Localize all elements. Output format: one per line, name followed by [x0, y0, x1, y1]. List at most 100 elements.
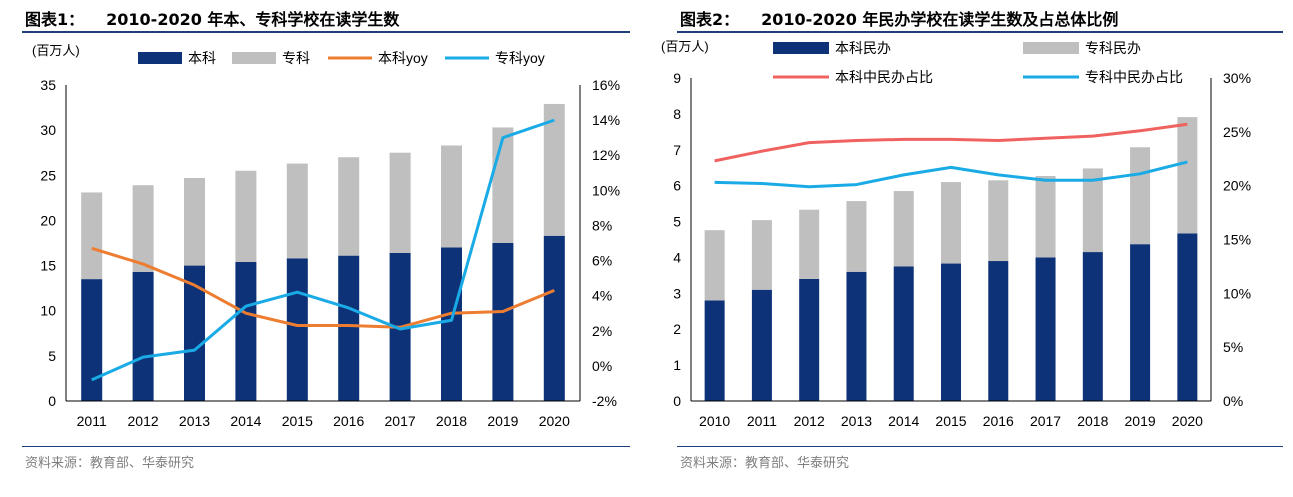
right-legend-swatch — [1023, 42, 1079, 54]
right-ytick-label: 4 — [673, 249, 681, 265]
right-bar-bottom — [988, 261, 1009, 401]
left-y2tick-label: 12% — [592, 147, 620, 163]
right-bar-top — [1082, 168, 1103, 253]
left-xtick-label: 2011 — [77, 413, 107, 429]
right-bar-top — [988, 180, 1009, 262]
left-ytick-label: 30 — [40, 122, 56, 138]
right-ytick-label: 0 — [673, 393, 681, 409]
left-xtick-label: 2014 — [230, 413, 261, 429]
right-unit-label: (百万人) — [661, 39, 709, 54]
right-bar-top — [1035, 175, 1056, 258]
left-xtick-label: 2019 — [487, 413, 518, 429]
right-bar-bottom — [941, 263, 961, 401]
right-ytick-label: 2 — [673, 321, 681, 337]
right-figure-title-text: 2010-2020 年民办学校在读学生数及占总体比例 — [761, 10, 1119, 29]
left-source-rule — [22, 446, 630, 447]
right-xtick-label: 2019 — [1125, 413, 1156, 429]
left-bar-top — [389, 152, 411, 253]
left-line-2 — [91, 118, 555, 382]
left-bar-top — [286, 163, 308, 259]
left-ytick-label: 25 — [40, 167, 56, 183]
right-bar-bottom — [846, 271, 867, 401]
right-ytick-label: 6 — [673, 178, 681, 194]
right-source-rule — [677, 446, 1283, 447]
right-chart: (百万人) 0 1 2 3 4 5 6 7 8 9 0% 5% 10% 15% 20% 25% 30% 2010 20… — [661, 39, 1251, 429]
right-y2tick-label: 5% — [1223, 339, 1243, 355]
right-bar-top — [799, 209, 820, 279]
left-ytick-label: 15 — [40, 258, 56, 274]
right-figure-number: 图表2： — [680, 10, 740, 29]
left-y2tick-label: 16% — [592, 77, 620, 93]
left-xtick-label: 2018 — [436, 413, 467, 429]
right-xtick-label: 2010 — [699, 413, 730, 429]
right-legend-swatch — [773, 42, 829, 54]
right-bar-bottom — [893, 266, 914, 401]
left-y2tick-label: 14% — [592, 112, 620, 128]
right-y2tick-label: 20% — [1223, 178, 1251, 194]
left-legend-label: 专科yoy — [495, 50, 545, 66]
left-y2tick-label: 6% — [592, 253, 612, 269]
left-figure-number: 图表1： — [25, 10, 85, 29]
right-bar-bottom — [751, 289, 772, 401]
right-bar-top — [846, 201, 867, 272]
right-xtick-label: 2014 — [888, 413, 919, 429]
right-bar-bottom — [799, 278, 820, 401]
right-y2tick-label: 25% — [1223, 124, 1251, 140]
left-xtick-label: 2013 — [179, 413, 210, 429]
left-bar-bottom — [81, 279, 103, 401]
left-bar-top — [132, 185, 154, 272]
right-bar-top — [941, 182, 961, 264]
left-legend-label: 本科yoy — [378, 50, 428, 66]
right-source-note: 资料来源：教育部、华泰研究 — [680, 456, 850, 471]
right-xtick-label: 2018 — [1077, 413, 1108, 429]
left-legend-swatch — [138, 52, 182, 64]
left-bar-bottom — [492, 243, 514, 401]
right-line-1 — [714, 122, 1188, 163]
right-y2tick-label: 0% — [1223, 393, 1243, 409]
left-legend-label: 专科 — [282, 50, 310, 66]
left-source-note: 资料来源：教育部、华泰研究 — [25, 456, 195, 471]
left-bar-top — [235, 170, 257, 262]
right-panel: 图表2： 2010-2020 年民办学校在读学生数及占总体比例 (百万人) 0 1 2 3… — [655, 0, 1293, 497]
left-bar-bottom — [235, 261, 257, 401]
left-xtick-label: 2012 — [128, 413, 159, 429]
left-y2tick-label: 8% — [592, 217, 612, 233]
left-bar-top — [543, 103, 565, 236]
left-figure-title-text: 2010-2020 年本、专科学校在读学生数 — [106, 10, 400, 29]
right-y2tick-label: 10% — [1223, 285, 1251, 301]
right-ytick-label: 1 — [673, 357, 681, 373]
right-xtick-label: 2012 — [794, 413, 825, 429]
right-bar-bottom — [1130, 244, 1151, 401]
left-ytick-label: 10 — [40, 303, 56, 319]
right-xtick-label: 2016 — [983, 413, 1014, 429]
right-xtick-label: 2020 — [1172, 413, 1203, 429]
left-chart: (百万人) 0 5 10 15 20 25 30 35 -2% 0% 2% 4% 6% 8% 10% 12% 14… — [32, 43, 620, 429]
right-bar-top — [1130, 147, 1151, 245]
right-bar-bottom — [704, 300, 725, 401]
left-ytick-label: 0 — [48, 393, 56, 409]
left-bar-bottom — [338, 255, 360, 401]
left-bar-bottom — [543, 235, 565, 401]
right-legend-label: 本科中民办占比 — [835, 69, 933, 85]
right-legend-label: 专科中民办占比 — [1085, 69, 1183, 85]
right-bar-bottom — [1035, 257, 1056, 401]
left-bar-top — [184, 177, 205, 266]
right-bar-bottom — [1177, 233, 1198, 401]
left-ytick-label: 35 — [40, 77, 56, 93]
right-bar-top — [751, 220, 772, 290]
right-ytick-label: 5 — [673, 214, 681, 230]
right-xtick-label: 2015 — [935, 413, 966, 429]
left-y2tick-label: 4% — [592, 288, 612, 304]
right-bar-bottom — [1082, 252, 1103, 401]
right-xtick-label: 2013 — [841, 413, 872, 429]
left-xtick-label: 2020 — [539, 413, 570, 429]
left-figure-title: 图表1： 2010-2020 年本、专科学校在读学生数 — [25, 6, 399, 30]
right-ytick-label: 3 — [673, 285, 681, 301]
right-legend-label: 专科民办 — [1085, 40, 1141, 56]
right-legend-label: 本科民办 — [835, 40, 891, 56]
right-xtick-label: 2017 — [1030, 413, 1061, 429]
right-y2tick-label: 30% — [1223, 70, 1251, 86]
left-bar-top — [81, 192, 103, 280]
right-bar-top — [893, 191, 914, 267]
left-bar-bottom — [184, 265, 205, 401]
